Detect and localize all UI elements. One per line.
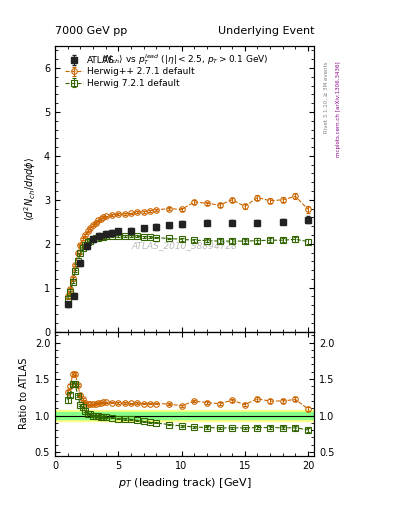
Text: mcplots.cern.ch [arXiv:1306.3436]: mcplots.cern.ch [arXiv:1306.3436] (336, 61, 341, 157)
Bar (55, 412, 314, 419)
Text: $\langle N_{ch} \rangle$ vs $p_T^{lead}$ ($|\eta| < 2.5$, $p_T > 0.1$ GeV): $\langle N_{ch} \rangle$ vs $p_T^{lead}$… (101, 52, 268, 67)
Y-axis label: $\langle d^2 N_{ch}/d\eta d\phi \rangle$: $\langle d^2 N_{ch}/d\eta d\phi \rangle$ (22, 157, 39, 221)
Text: 7000 GeV pp: 7000 GeV pp (55, 26, 127, 36)
Text: ATLAS_2010_S8894728: ATLAS_2010_S8894728 (132, 242, 238, 250)
X-axis label: $p_T$ (leading track) [GeV]: $p_T$ (leading track) [GeV] (118, 476, 252, 490)
Y-axis label: Ratio to ATLAS: Ratio to ATLAS (19, 358, 29, 429)
Legend: ATLAS, Herwig++ 2.7.1 default, Herwig 7.2.1 default: ATLAS, Herwig++ 2.7.1 default, Herwig 7.… (62, 53, 198, 91)
Text: Underlying Event: Underlying Event (218, 26, 314, 36)
Text: Rivet 3.1.10, ≥ 3M events: Rivet 3.1.10, ≥ 3M events (324, 61, 329, 133)
Bar (55, 410, 314, 421)
